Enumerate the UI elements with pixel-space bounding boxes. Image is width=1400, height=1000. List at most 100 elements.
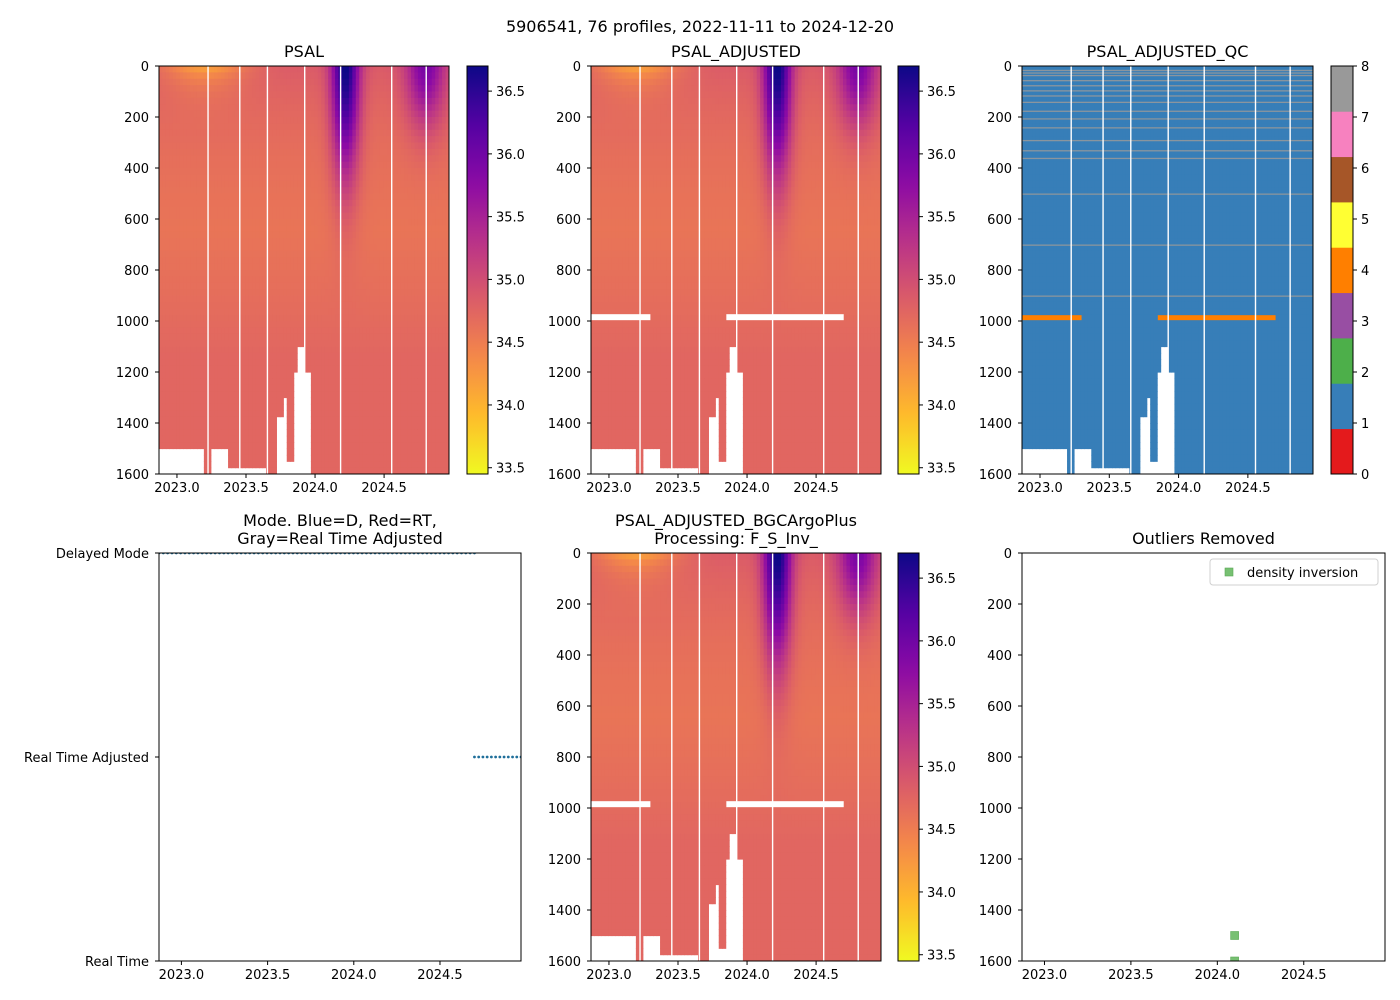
heatmap-cell: [366, 435, 371, 443]
heatmap-cell: [297, 91, 302, 99]
heatmap-cell: [255, 206, 260, 214]
heatmap-cell: [255, 295, 260, 303]
heatmap-cell: [386, 238, 391, 246]
heatmap-cell: [359, 136, 364, 144]
heatmap-cell: [269, 352, 274, 360]
heatmap-cell: [414, 104, 419, 112]
heatmap-cell: [279, 308, 284, 316]
heatmap-cell: [335, 187, 340, 195]
heatmap-cell: [431, 66, 436, 73]
heatmap-cell: [172, 442, 177, 450]
heatmap-cell: [179, 123, 184, 131]
heatmap-cell: [241, 270, 246, 277]
heatmap-cell: [355, 244, 360, 252]
heatmap-cell: [417, 314, 422, 322]
heatmap-cell: [159, 397, 164, 405]
heatmap-cell: [345, 308, 350, 316]
heatmap-cell: [435, 442, 440, 450]
heatmap-cell: [335, 276, 340, 284]
heatmap-cell: [362, 327, 367, 335]
heatmap-cell: [190, 110, 195, 118]
heatmap-cell: [279, 180, 284, 188]
heatmap-cell: [341, 365, 347, 373]
heatmap-cell: [217, 91, 222, 99]
heatmap-cell: [310, 301, 315, 309]
heatmap-cell: [293, 155, 298, 163]
heatmap-cell: [272, 168, 277, 175]
heatmap-cell: [421, 142, 426, 150]
heatmap-cell: [224, 270, 229, 277]
heatmap-cell: [196, 85, 202, 93]
heatmap-cell: [283, 193, 288, 201]
heatmap-cell: [362, 276, 367, 284]
heatmap-cell: [366, 352, 371, 360]
heatmap-cell: [373, 85, 378, 93]
heatmap-cell: [348, 461, 353, 469]
heatmap-cell: [328, 282, 333, 290]
heatmap-cell: [255, 180, 260, 188]
heatmap-cell: [345, 301, 350, 309]
heatmap-cell: [417, 168, 422, 175]
heatmap-cell: [286, 454, 291, 462]
heatmap-cell: [279, 372, 284, 379]
heatmap-cell: [379, 321, 384, 328]
heatmap-cell: [190, 78, 195, 86]
heatmap-cell: [193, 333, 198, 341]
heatmap-cell: [165, 403, 170, 411]
heatmap-cell: [428, 282, 433, 290]
heatmap-cell: [200, 352, 205, 360]
heatmap-cell: [383, 187, 388, 195]
heatmap-cell: [317, 66, 322, 73]
heatmap-cell: [421, 435, 426, 443]
heatmap-cell: [366, 238, 371, 246]
heatmap-cell: [269, 85, 274, 93]
heatmap-cell: [252, 257, 257, 265]
heatmap-cell: [376, 346, 381, 354]
heatmap-cell: [379, 66, 384, 73]
heatmap-cell: [207, 263, 212, 271]
heatmap-cell: [421, 66, 426, 73]
heatmap-cell: [324, 174, 329, 182]
heatmap-cell: [335, 461, 340, 469]
heatmap-cell: [345, 206, 350, 214]
heatmap-cell: [293, 276, 298, 284]
heatmap-cell: [348, 238, 353, 246]
heatmap-cell: [341, 161, 347, 169]
heatmap-cell: [252, 129, 257, 137]
heatmap-cell: [321, 219, 326, 226]
heatmap-cell: [193, 308, 198, 316]
heatmap-cell: [276, 66, 281, 73]
heatmap-cell: [393, 117, 398, 124]
heatmap-cell: [262, 129, 267, 137]
heatmap-cell: [352, 289, 357, 297]
heatmap-cell: [366, 378, 371, 386]
heatmap-cell: [373, 454, 378, 462]
heatmap-cell: [293, 110, 298, 118]
heatmap-cell: [196, 442, 202, 450]
heatmap-cell: [286, 423, 291, 430]
heatmap-cell: [169, 110, 174, 118]
heatmap-cell: [162, 225, 167, 233]
heatmap-cell: [414, 66, 419, 73]
heatmap-cell: [231, 416, 236, 424]
heatmap-cell: [217, 142, 222, 150]
heatmap-cell: [200, 314, 205, 322]
heatmap-cell: [379, 231, 384, 239]
heatmap-cell: [307, 168, 312, 175]
heatmap-cell: [259, 91, 264, 99]
heatmap-cell: [241, 250, 246, 258]
heatmap-cell: [169, 327, 174, 335]
heatmap-cell: [393, 372, 398, 379]
heatmap-cell: [314, 359, 319, 367]
heatmap-cell: [355, 467, 360, 474]
heatmap-cell: [331, 289, 336, 297]
heatmap-cell: [245, 231, 250, 239]
heatmap-cell: [321, 148, 326, 156]
heatmap-cell: [231, 225, 236, 233]
heatmap-cell: [224, 321, 229, 328]
heatmap-cell: [262, 340, 267, 348]
heatmap-cell: [224, 123, 229, 131]
heatmap-cell: [421, 244, 426, 252]
heatmap-cell: [331, 142, 336, 150]
heatmap-cell: [186, 365, 191, 373]
